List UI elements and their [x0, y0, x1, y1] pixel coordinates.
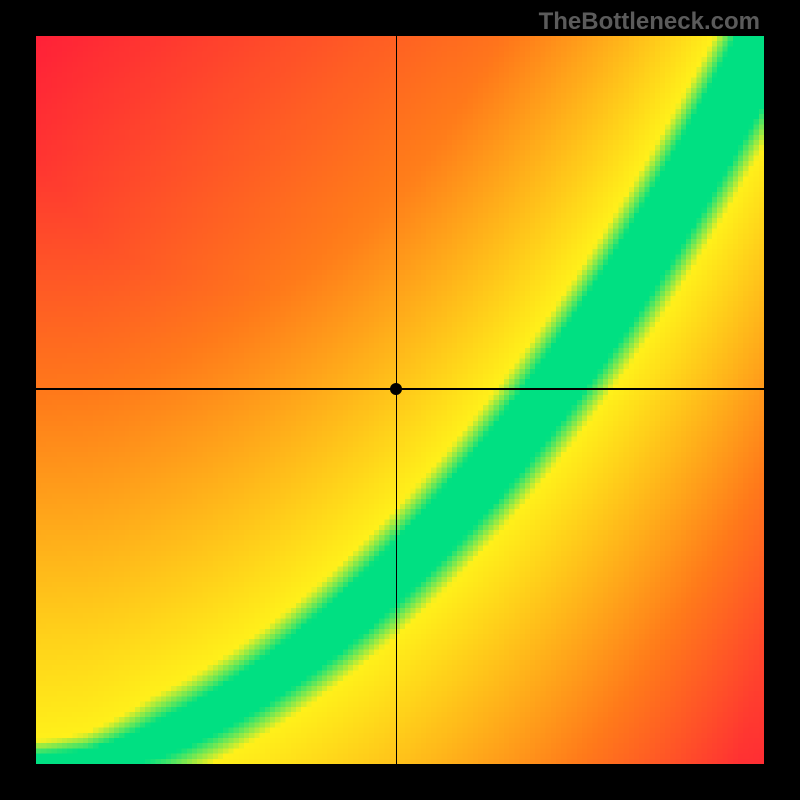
crosshair-vertical [396, 36, 397, 764]
bottleneck-heatmap-canvas [36, 36, 764, 764]
bottleneck-heatmap-figure: { "figure": { "canvas_size": 800, "backg… [0, 0, 800, 800]
watermark-text: TheBottleneck.com [539, 8, 760, 36]
